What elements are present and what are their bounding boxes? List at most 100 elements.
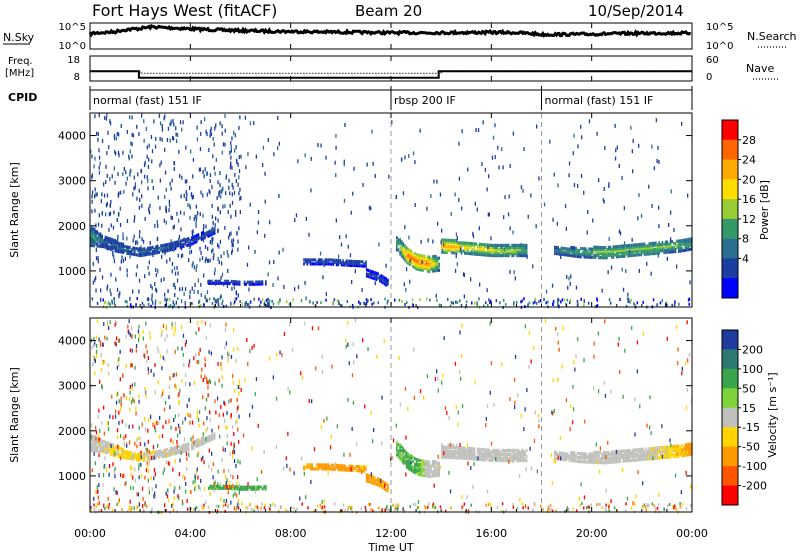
velocity-cell [125, 456, 128, 460]
power-cell [622, 248, 625, 252]
velocity-cell [598, 452, 600, 456]
power-cell [422, 262, 424, 266]
velocity-cell [666, 447, 669, 451]
power-scatter [472, 234, 475, 239]
power-cell [678, 241, 680, 245]
velocity-cell [682, 453, 685, 458]
velocity-cell [457, 446, 460, 450]
velocity-cell [658, 456, 660, 460]
power-cell [130, 250, 133, 254]
power-cell [404, 244, 406, 248]
power-cell [660, 243, 662, 247]
velocity-cell [514, 454, 517, 459]
power-cell [433, 261, 436, 265]
velocity-cell [407, 460, 409, 464]
power-cell [563, 247, 566, 251]
velocity-scatter [352, 400, 355, 405]
power-ground [504, 303, 507, 306]
velocity-cell [650, 453, 652, 457]
power-scatter [345, 234, 347, 239]
velocity-scatter [226, 485, 228, 489]
power-scatter [98, 165, 100, 170]
power-cell [452, 245, 455, 249]
velocity-scatter [209, 323, 211, 328]
power-cell [90, 233, 92, 237]
velocity-cell [399, 445, 401, 449]
power-scatter [151, 293, 153, 298]
power-ground [135, 303, 137, 307]
power-scatter [146, 175, 148, 180]
power-scatter [131, 132, 133, 137]
velocity-cell [674, 454, 677, 459]
power-scatter [157, 195, 159, 200]
velocity-cell [689, 446, 691, 450]
velocity-cell [163, 450, 165, 454]
velocity-scatter [208, 464, 210, 469]
power-ground [547, 300, 549, 304]
power-scatter [232, 185, 234, 190]
power-ground [268, 302, 271, 306]
velocity-cell [472, 457, 474, 461]
velocity-cell [176, 447, 178, 451]
power-cell [104, 245, 107, 249]
velocity-scatter [150, 368, 152, 373]
power-cell [173, 245, 175, 249]
freq-series [90, 70, 692, 79]
power-scatter [150, 135, 153, 139]
velocity-scatter [680, 490, 682, 495]
power-cell [622, 254, 625, 258]
velocity-scatter [235, 420, 237, 425]
power-cell [148, 250, 151, 254]
power-scatter [195, 267, 197, 272]
power-cell [509, 245, 512, 250]
velocity-cell [598, 456, 600, 461]
velocity-cell [686, 449, 688, 453]
velocity-cell [478, 453, 481, 457]
power-ground [619, 298, 621, 301]
power-scatter [269, 220, 271, 225]
power-cell [669, 240, 672, 244]
velocity-cell [116, 444, 118, 448]
velocity-scatter [661, 424, 663, 429]
velocity-cell [400, 457, 403, 461]
power-cell [402, 252, 405, 256]
velocity-scatter [171, 451, 173, 456]
velocity-scatter [136, 492, 138, 497]
velocity-cell [345, 466, 348, 470]
velocity-cell [121, 447, 123, 451]
power-cell [202, 232, 205, 237]
velocity-cell [447, 449, 450, 453]
power-ground [455, 300, 457, 304]
power-cell [503, 252, 505, 256]
velocity-ground [272, 502, 274, 506]
power-scatter [212, 154, 214, 159]
power-cell [171, 245, 174, 249]
power-scatter [419, 128, 421, 133]
power-cell [617, 255, 620, 259]
velocity-scatter [125, 334, 127, 339]
power-y-tick-label: 2000 [58, 220, 86, 233]
power-scatter [106, 193, 109, 198]
power-cell [402, 242, 405, 246]
power-cell [682, 242, 685, 246]
power-scatter [94, 187, 96, 192]
power-cell [342, 259, 344, 263]
velocity-cell [607, 450, 610, 454]
power-cell [430, 267, 432, 271]
power-scatter [109, 176, 111, 181]
velocity-cell [129, 455, 131, 459]
velocity-scatter [229, 451, 231, 456]
velocity-cell [511, 454, 513, 459]
power-cell [449, 244, 451, 249]
velocity-scatter [603, 380, 605, 385]
velocity-cell [512, 450, 515, 455]
power-cell [326, 262, 328, 266]
velocity-cell [339, 468, 341, 472]
velocity-scatter [349, 452, 351, 457]
velocity-scatter [198, 418, 200, 422]
power-ground [636, 301, 639, 305]
velocity-cell [444, 445, 446, 449]
velocity-cell [182, 443, 185, 447]
power-ground [627, 300, 629, 303]
power-scatter [219, 295, 221, 300]
